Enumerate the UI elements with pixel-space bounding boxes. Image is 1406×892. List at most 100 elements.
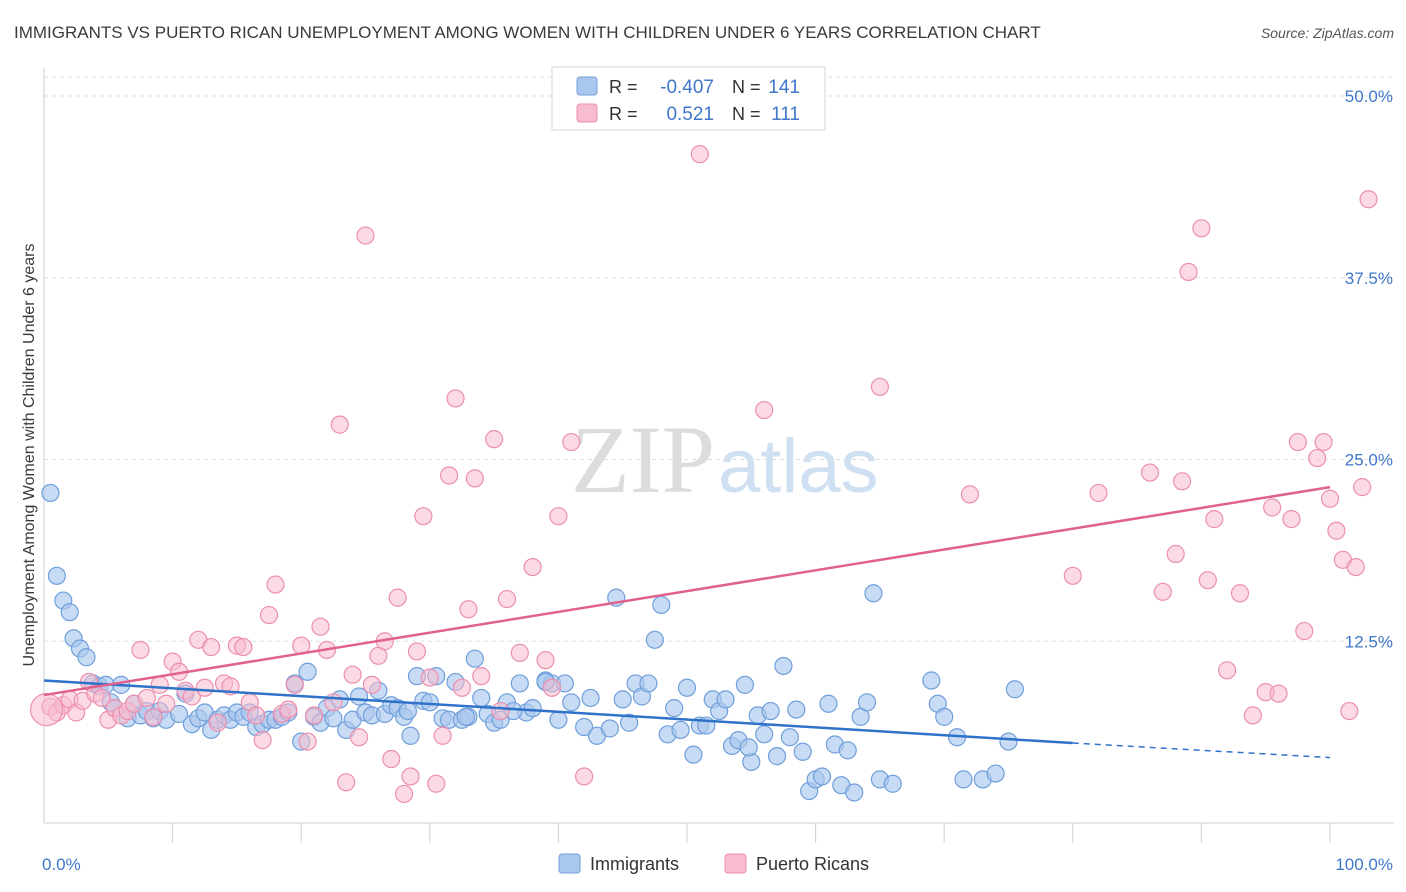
immigrants-point	[999, 732, 1018, 751]
puerto-ricans-point	[388, 588, 407, 607]
puerto-ricans-point	[330, 415, 349, 434]
immigrants-point	[671, 720, 690, 740]
puerto-ricans-point	[182, 687, 201, 706]
puerto-ricans-point	[1327, 521, 1346, 540]
puerto-ricans-point	[755, 400, 774, 420]
puerto-ricans-point	[1320, 489, 1340, 508]
puerto-ricans-point	[1153, 582, 1172, 601]
puerto-ricans-point	[337, 773, 356, 792]
immigrants-point	[755, 725, 774, 744]
immigrants-point	[639, 674, 658, 693]
legend-n-label-2: N =	[732, 104, 761, 124]
puerto-ricans-point	[349, 728, 369, 747]
puerto-ricans-point	[202, 637, 221, 657]
immigrants-point	[581, 688, 600, 708]
puerto-ricans-point	[1198, 571, 1217, 590]
legend-box	[551, 66, 826, 131]
immigrants-trendline	[43, 679, 1073, 745]
immigrants-point	[761, 701, 780, 721]
puerto-ricans-point	[195, 678, 214, 697]
x-tick-label-1: 100.0%	[1335, 855, 1393, 874]
puerto-ricans-point	[523, 557, 542, 577]
immigrants-point	[398, 701, 418, 721]
puerto-ricans-point	[234, 637, 253, 657]
puerto-ricans-point	[362, 675, 382, 694]
puerto-ricans-point	[394, 784, 414, 804]
bottom-legend-immigrants: Immigrants	[590, 854, 679, 874]
immigrants-point	[298, 662, 317, 681]
immigrants-point	[472, 688, 491, 708]
puerto-ricans-point	[304, 706, 324, 725]
watermark: ZIP atlas	[571, 406, 879, 513]
legend-swatch-immigrants	[576, 76, 598, 96]
puerto-ricans-trendline	[43, 485, 1331, 697]
puerto-ricans-point	[247, 706, 266, 725]
chart-title: IMMIGRANTS VS PUERTO RICAN UNEMPLOYMENT …	[14, 23, 1041, 42]
puerto-ricans-point	[1282, 510, 1301, 529]
immigrants-point	[401, 726, 420, 745]
y-tick-label-2: 37.5%	[1345, 269, 1393, 288]
puerto-ricans-point	[542, 678, 562, 697]
puerto-ricans-point	[1173, 472, 1192, 491]
immigrants-point	[819, 694, 838, 713]
immigrants-point	[787, 700, 806, 719]
puerto-ricans-point	[208, 713, 227, 732]
immigrants-point	[845, 783, 864, 802]
immigrants-point	[677, 678, 697, 697]
puerto-ricans-point	[1314, 432, 1333, 452]
immigrants-trendline-extension	[1072, 742, 1331, 759]
immigrants-point	[420, 693, 439, 712]
puerto-ricans-point	[1346, 557, 1365, 577]
immigrants-point	[954, 770, 973, 789]
immigrants-point	[549, 710, 568, 729]
immigrants-point	[523, 699, 542, 718]
puerto-ricans-point	[1359, 190, 1378, 209]
puerto-ricans-point	[1218, 661, 1237, 680]
puerto-ricans-point	[549, 507, 568, 526]
puerto-ricans-point	[427, 774, 446, 793]
immigrants-point	[838, 741, 857, 760]
legend-r-label-2: R =	[609, 104, 638, 124]
trendlines	[43, 485, 1331, 759]
puerto-ricans-point	[1230, 584, 1250, 603]
immigrants-point	[735, 675, 754, 694]
y-tick-labels: 12.5% 25.0% 37.5% 50.0%	[1345, 87, 1393, 651]
immigrants-point	[652, 595, 671, 615]
puerto-ricans-point	[420, 668, 439, 687]
puerto-ricans-point	[439, 466, 459, 485]
puerto-ricans-point	[433, 726, 452, 745]
immigrants-point	[986, 764, 1005, 783]
immigrants-point	[510, 674, 529, 693]
immigrants-point	[465, 649, 484, 668]
series-puerto-ricans	[29, 145, 1378, 804]
puerto-ricans-point	[1295, 621, 1314, 641]
immigrants-point	[739, 738, 758, 757]
puerto-ricans-point	[259, 605, 279, 625]
puerto-ricans-point	[1269, 684, 1288, 703]
immigrants-point	[793, 742, 812, 761]
y-tick-label-3: 50.0%	[1345, 87, 1393, 106]
bottom-legend-puerto-ricans: Puerto Ricans	[756, 854, 869, 874]
puerto-ricans-point	[1140, 463, 1160, 482]
puerto-ricans-point	[491, 701, 510, 721]
immigrants-point	[935, 707, 954, 726]
puerto-ricans-point	[382, 749, 401, 769]
x-tick-labels: 0.0% 100.0%	[42, 855, 1393, 874]
immigrants-point	[780, 728, 799, 747]
legend-n-value-1: 141	[768, 77, 800, 98]
immigrants-point	[575, 717, 594, 737]
bottom-legend-swatch-puerto-ricans	[724, 853, 747, 874]
immigrants-point	[684, 745, 703, 764]
immigrants-point	[767, 747, 787, 766]
puerto-ricans-point	[1205, 510, 1224, 529]
legend-r-value-1: -0.407	[660, 77, 714, 98]
puerto-ricans-point	[29, 692, 64, 727]
legend-r-value-2: 0.521	[666, 104, 714, 125]
y-tick-label-0: 12.5%	[1345, 632, 1393, 651]
immigrants-point	[60, 603, 79, 622]
puerto-ricans-point	[1308, 448, 1327, 468]
legend-swatch-puerto-ricans	[576, 103, 598, 123]
puerto-ricans-point	[157, 694, 176, 713]
immigrants-point	[665, 699, 684, 718]
puerto-ricans-point	[1166, 544, 1185, 564]
